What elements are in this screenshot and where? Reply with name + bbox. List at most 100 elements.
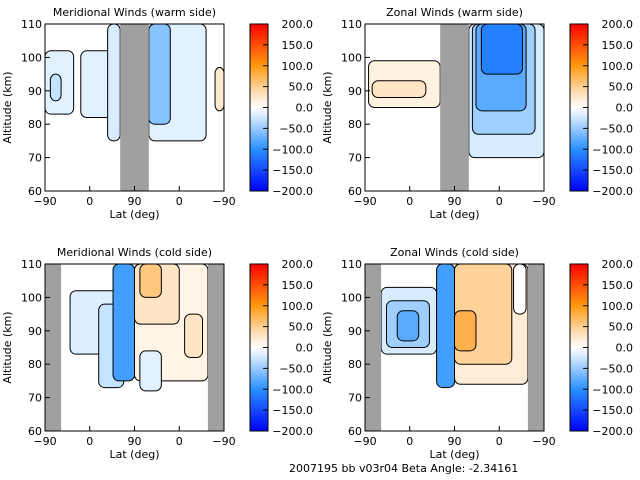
y-tick-label: 110 [21, 18, 42, 31]
x-tick-label: −90 [353, 195, 376, 208]
contour-region [139, 263, 162, 298]
colorbar-tick-label: 100.0 [602, 300, 634, 313]
x-tick-label: 0 [406, 435, 413, 448]
panel-title: Zonal Winds (warm side) [386, 6, 523, 19]
contour-region [112, 263, 135, 382]
x-axis-label: Lat (deg) [430, 448, 480, 461]
colorbar-tick-label: −150.0 [592, 164, 633, 177]
x-tick-label: 0 [496, 435, 503, 448]
colorbar-tick-label: 0.0 [616, 342, 634, 355]
colorbar-tick-label: −50.0 [279, 362, 313, 375]
y-tick-label: 100 [341, 51, 362, 64]
y-tick-label: 70 [28, 152, 42, 165]
y-tick-label: 100 [341, 291, 362, 304]
x-tick-label: 0 [86, 435, 93, 448]
colorbar-tick-label: 150.0 [282, 39, 314, 52]
x-tick-label: 0 [86, 195, 93, 208]
x-tick-label: −90 [33, 435, 56, 448]
x-tick-label: −90 [532, 435, 555, 448]
x-tick-label: −90 [212, 435, 235, 448]
no-data-band [120, 24, 149, 191]
x-tick-label: 90 [448, 195, 462, 208]
y-tick-label: 80 [348, 358, 362, 371]
contour-region [513, 263, 527, 315]
y-tick-label: 100 [21, 291, 42, 304]
contour-region [396, 310, 420, 342]
x-tick-label: 90 [128, 195, 142, 208]
y-tick-label: 90 [348, 85, 362, 98]
panel-3: Zonal Winds (cold side) 60 70 80 90 100 110 −90… [321, 246, 633, 461]
colorbar-tick-label: −50.0 [599, 122, 633, 135]
colorbar-tick-label: 100.0 [282, 300, 314, 313]
colorbar-tick-label: 200.0 [602, 18, 634, 31]
colorbar-tick-label: 50.0 [609, 321, 634, 334]
y-tick-label: 90 [348, 325, 362, 338]
contour-region [184, 313, 204, 359]
panel-title: Meridional Winds (cold side) [57, 246, 212, 259]
colorbar-tick-label: −200.0 [592, 185, 633, 198]
y-tick-label: 80 [348, 118, 362, 131]
contour-region [371, 80, 427, 98]
colorbar-tick-label: −50.0 [279, 122, 313, 135]
colorbar-tick-label: 50.0 [289, 321, 314, 334]
y-tick-label: 90 [28, 325, 42, 338]
x-tick-label: 90 [448, 435, 462, 448]
colorbar-tick-label: 150.0 [282, 279, 314, 292]
x-axis-label: Lat (deg) [110, 208, 160, 221]
y-tick-label: 70 [348, 152, 362, 165]
panel-title: Meridional Winds (warm side) [53, 6, 216, 19]
x-axis-label: Lat (deg) [110, 448, 160, 461]
x-axis-label: Lat (deg) [430, 208, 480, 221]
x-tick-label: 0 [176, 435, 183, 448]
no-data-band [365, 264, 382, 431]
colorbar-tick-label: 150.0 [602, 279, 634, 292]
colorbar-tick-label: −100.0 [592, 143, 633, 156]
contour-region [436, 263, 456, 389]
colorbar-tick-label: 0.0 [296, 342, 314, 355]
colorbar-tick-label: 150.0 [602, 39, 634, 52]
colorbar-tick-label: −50.0 [599, 362, 633, 375]
y-axis-label: Altitude (km) [321, 311, 334, 383]
y-axis-label: Altitude (km) [1, 71, 14, 143]
x-tick-label: 0 [406, 195, 413, 208]
colorbar-tick-label: −200.0 [592, 425, 633, 438]
y-tick-label: 100 [21, 51, 42, 64]
panel-title: Zonal Winds (cold side) [390, 246, 519, 259]
x-tick-label: 90 [128, 435, 142, 448]
colorbar-tick-label: −100.0 [272, 383, 313, 396]
colorbar-tick-label: 200.0 [282, 258, 314, 271]
colorbar-tick-label: 0.0 [616, 102, 634, 115]
contour-region [454, 310, 477, 352]
y-tick-label: 110 [341, 258, 362, 271]
x-tick-label: 0 [176, 195, 183, 208]
y-tick-label: 110 [341, 18, 362, 31]
x-tick-label: −90 [33, 195, 56, 208]
colorbar-tick-label: 100.0 [602, 60, 634, 73]
colorbar-tick-label: −200.0 [272, 425, 313, 438]
x-tick-label: −90 [532, 195, 555, 208]
no-data-band [527, 264, 544, 431]
colorbar-tick-label: −200.0 [272, 185, 313, 198]
x-tick-label: −90 [353, 435, 376, 448]
panel-2: Meridional Winds (cold side) 60 70 80 90 100 1… [1, 246, 313, 461]
y-tick-label: 60 [28, 185, 42, 198]
colorbar-tick-label: 200.0 [602, 258, 634, 271]
y-tick-label: 70 [348, 392, 362, 405]
contour-region [214, 66, 225, 112]
y-tick-label: 90 [28, 85, 42, 98]
colorbar-tick-label: 50.0 [289, 81, 314, 94]
y-tick-label: 60 [348, 185, 362, 198]
footer-label: 2007195 bb v03r04 Beta Angle: -2.34161 [289, 462, 518, 475]
y-axis-label: Altitude (km) [1, 311, 14, 383]
no-data-band [45, 264, 62, 431]
y-tick-label: 110 [21, 258, 42, 271]
contour-region [107, 23, 121, 142]
y-tick-label: 60 [348, 425, 362, 438]
y-tick-label: 60 [28, 425, 42, 438]
y-tick-label: 70 [28, 392, 42, 405]
no-data-band [207, 264, 224, 431]
y-tick-label: 80 [28, 358, 42, 371]
panel-1: Zonal Winds (warm side) 60 70 80 90 100 110 −90… [321, 6, 633, 221]
colorbar-tick-label: 100.0 [282, 60, 314, 73]
